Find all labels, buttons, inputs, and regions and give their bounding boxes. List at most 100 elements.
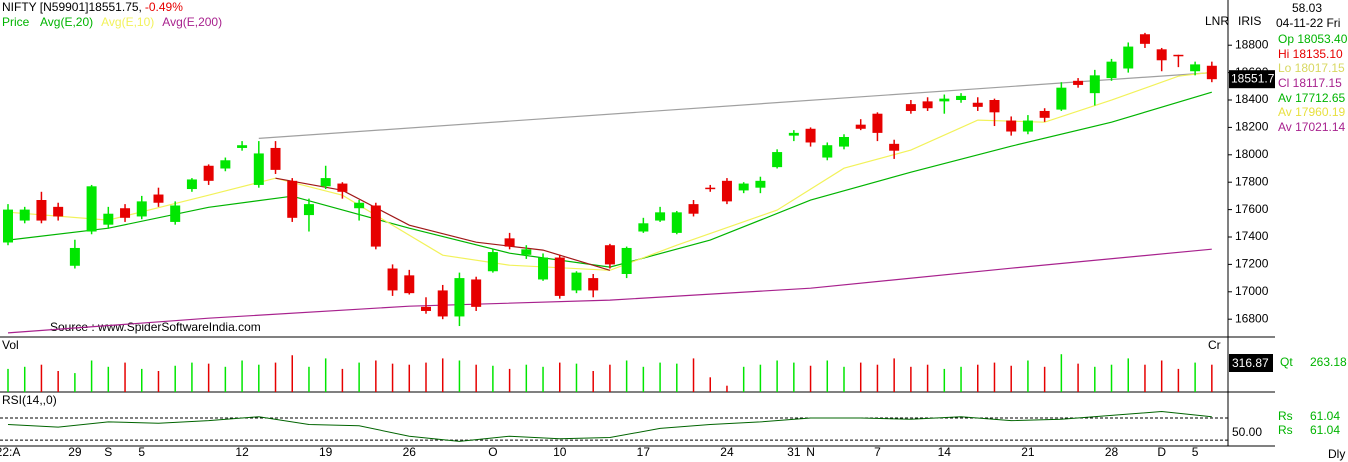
trendline	[258, 72, 1212, 139]
candle-body	[203, 165, 214, 181]
period-label: Dly	[1328, 447, 1345, 461]
rs-label: Rs	[1278, 423, 1293, 437]
candle-body	[320, 178, 331, 187]
candle-body	[655, 212, 666, 221]
candle-body	[1206, 65, 1217, 80]
y-tick-label: 17400	[1235, 229, 1269, 243]
candle-body	[404, 275, 415, 294]
candle-body	[1190, 64, 1201, 72]
candle-body	[554, 257, 565, 296]
candle-body	[170, 205, 181, 222]
info-average: Av 17021.14	[1278, 120, 1345, 134]
candle-body	[1123, 46, 1134, 69]
candle-body	[805, 128, 816, 143]
y-tick-label: 17200	[1235, 257, 1269, 271]
candle-body	[1022, 120, 1033, 132]
candle-body	[36, 200, 47, 221]
candle-body	[303, 204, 314, 216]
candle-body	[1006, 120, 1017, 132]
change: -0.49%	[145, 0, 183, 14]
x-tick-label: 26	[403, 445, 417, 459]
candle-body	[103, 213, 114, 225]
candle-body	[755, 180, 766, 188]
x-tick-label: 5	[1192, 445, 1199, 459]
candle-body	[1139, 34, 1150, 44]
candle-body	[19, 209, 30, 221]
candle-body	[120, 208, 131, 218]
x-tick-label: 22:A	[0, 445, 20, 459]
candle-body	[387, 268, 398, 291]
y-tick-label: 18200	[1235, 120, 1269, 134]
candle-body	[220, 160, 231, 169]
rs-label: Rs	[1278, 409, 1293, 423]
candle-body	[604, 245, 615, 265]
x-tick-label: 31	[787, 445, 801, 459]
source: Source : www.SpiderSoftwareIndia.com	[50, 320, 261, 334]
info-low: Lo 18017.15	[1278, 61, 1345, 75]
x-tick-label: 5	[138, 445, 145, 459]
candle-body	[1056, 87, 1067, 110]
rs-value: 61.04	[1310, 409, 1340, 423]
y-tick-label: 16800	[1235, 311, 1269, 325]
y-tick-label: 18400	[1235, 92, 1269, 106]
info-open: Op 18053.40	[1278, 32, 1348, 46]
volume-tag	[1229, 354, 1273, 372]
x-tick-label: 28	[1105, 445, 1119, 459]
volume-label: Vol	[2, 338, 19, 352]
x-tick-label: 12	[235, 445, 249, 459]
candle-body	[989, 100, 1000, 113]
candle-body	[939, 98, 950, 102]
candle-body	[889, 143, 900, 151]
candle-body	[1039, 110, 1050, 118]
candle-body	[421, 306, 431, 311]
candle-body	[1173, 54, 1184, 57]
candle-body	[772, 152, 783, 168]
candle-body	[354, 202, 365, 209]
x-tick-label: 17	[637, 445, 651, 459]
candle-body	[588, 278, 599, 291]
x-tick-label: S	[104, 445, 112, 459]
candle-body	[721, 180, 732, 202]
rs-value: 61.04	[1310, 423, 1340, 437]
rsi-label: RSI(14,,0)	[2, 393, 57, 407]
qt-value: 263.18	[1310, 355, 1347, 369]
candle-body	[237, 145, 248, 148]
candle-body	[738, 183, 749, 191]
x-tick-label: 19	[319, 445, 333, 459]
candle-body	[1106, 61, 1117, 79]
candle-body	[136, 201, 147, 217]
candle-body	[638, 223, 649, 232]
y-tick-label: 18800	[1235, 37, 1269, 51]
x-tick-label: O	[488, 445, 497, 459]
candle-body	[521, 249, 532, 255]
chart-title: NIFTY [N59901]18551.75, -0.49%	[2, 0, 183, 14]
x-tick-label: N	[806, 445, 815, 459]
candle-body	[671, 212, 682, 233]
info-close: Cl 18117.15	[1278, 76, 1342, 90]
legend-entry: Avg(E,10)	[101, 15, 154, 29]
price-tag	[1229, 70, 1275, 89]
x-tick-label: D	[1157, 445, 1166, 459]
candle-body	[337, 183, 348, 192]
info-high: Hi 18135.10	[1278, 47, 1343, 61]
rsi-line	[7, 410, 1212, 442]
candle-body	[437, 290, 448, 317]
info-lnr: LNR	[1205, 14, 1229, 28]
candle-body	[1073, 80, 1084, 85]
candle-body	[972, 102, 983, 107]
x-tick-label: 14	[938, 445, 952, 459]
candle-body	[822, 145, 833, 158]
info-average: Av 17712.65	[1278, 91, 1345, 105]
candle-body	[538, 257, 549, 280]
moving-average	[7, 248, 1212, 334]
candle-body	[621, 247, 632, 274]
candle-body	[186, 179, 197, 190]
candle-body	[504, 238, 515, 247]
legend-entry: Avg(E,20)	[40, 15, 93, 29]
rsi-tick-label: 50.00	[1232, 425, 1262, 439]
candle-body	[69, 247, 80, 266]
x-tick-label: 10	[553, 445, 567, 459]
candle-body	[370, 205, 381, 247]
candle-body	[839, 136, 849, 147]
